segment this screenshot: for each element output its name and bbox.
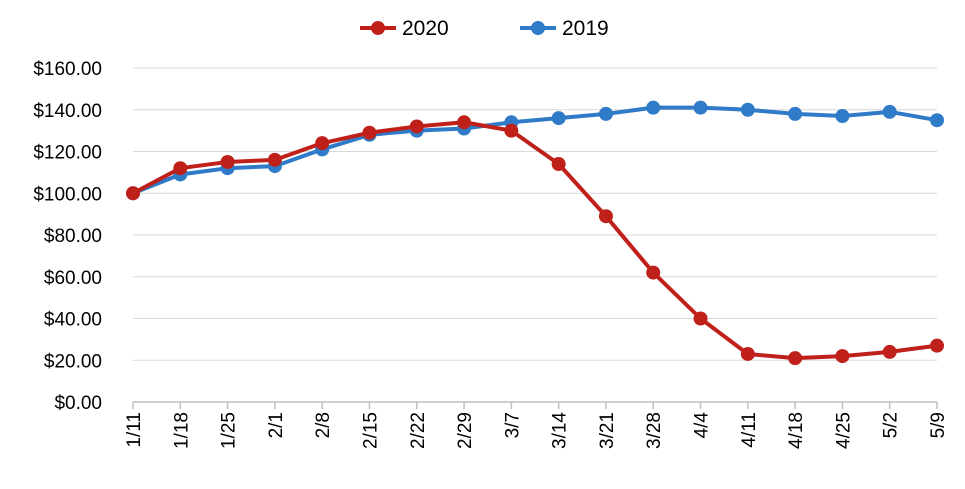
x-tick-label: 3/7: [502, 412, 523, 438]
data-point-2020: [646, 265, 661, 280]
y-tick-label: $20.00: [44, 351, 102, 372]
x-tick-label: 4/18: [786, 412, 807, 449]
data-point-2020: [930, 338, 944, 353]
data-point-2019: [788, 106, 803, 121]
x-tick-label: 1/11: [124, 412, 145, 448]
x-tick-label: 1/18: [171, 412, 192, 449]
data-point-2019: [882, 104, 897, 119]
data-point-2020: [882, 344, 897, 359]
x-tick-label: 5/2: [881, 412, 902, 438]
x-tick-label: 4/11: [739, 412, 760, 448]
series-2020: [126, 115, 944, 366]
series-2019: [126, 100, 944, 201]
x-tick-label: 1/25: [219, 412, 240, 449]
data-point-2020: [598, 209, 613, 224]
series-line-2019: [131, 105, 939, 196]
x-tick-label: 2/22: [408, 412, 429, 449]
legend-label: 2020: [402, 17, 449, 40]
series-lines: [126, 100, 944, 366]
data-point-2020: [362, 125, 377, 140]
gridlines: [133, 67, 937, 361]
x-tick-label: 5/9: [928, 412, 949, 438]
legend: 2020 2019: [360, 17, 609, 40]
legend-label: 2019: [562, 17, 609, 40]
data-point-2020: [788, 351, 803, 366]
y-tick-label: $40.00: [44, 310, 102, 331]
data-point-2020: [315, 136, 330, 151]
data-point-2019: [693, 100, 708, 115]
x-tick-label: 2/8: [313, 412, 334, 438]
data-point-2019: [646, 100, 661, 115]
data-point-2020: [126, 186, 140, 201]
y-tick-label: $80.00: [44, 226, 102, 247]
x-tick-label: 3/21: [597, 412, 618, 449]
data-point-2019: [551, 111, 566, 126]
y-tick-label: $160.00: [33, 59, 102, 80]
y-tick-label: $120.00: [33, 143, 102, 164]
legend-swatch-marker: [531, 21, 545, 35]
x-tick-label: 4/25: [833, 412, 854, 449]
data-point-2020: [835, 349, 850, 364]
x-axis-tick-labels: 1/11 1/18 1/25 2/1 2/8 2/15 2/22 2/29 3/7 3/14 3/2…: [124, 412, 949, 449]
data-point-2019: [835, 109, 850, 124]
data-point-2019: [740, 102, 755, 117]
data-point-2020: [551, 157, 566, 172]
data-point-2020: [693, 311, 708, 326]
y-tick-label: $100.00: [33, 184, 102, 205]
data-point-2020: [409, 119, 424, 134]
x-tick-label: 3/14: [550, 412, 571, 449]
legend-item-2019: 2019: [520, 17, 609, 40]
data-point-2020: [220, 154, 235, 169]
axes: [132, 401, 938, 409]
legend-item-2020: 2020: [360, 17, 449, 40]
data-point-2019: [930, 113, 944, 128]
y-tick-label: $140.00: [33, 101, 102, 122]
data-point-2020: [173, 161, 188, 176]
series-line-2020: [131, 120, 939, 361]
x-tick-label: 2/1: [266, 412, 287, 438]
x-tick-label: 3/28: [644, 412, 665, 449]
data-point-2020: [457, 115, 472, 130]
x-tick-label: 2/29: [455, 412, 476, 449]
x-tick-label: 2/15: [360, 412, 381, 449]
data-point-2019: [598, 106, 613, 121]
y-tick-label: $0.00: [54, 393, 102, 414]
data-point-2020: [504, 123, 519, 138]
y-tick-label: $60.00: [44, 268, 102, 289]
legend-swatch-marker: [371, 21, 385, 35]
y-axis-tick-labels: $0.00 $20.00 $40.00 $60.00 $80.00 $100.00 $120…: [33, 59, 102, 414]
data-point-2020: [267, 152, 282, 167]
x-tick-label: 4/4: [692, 412, 713, 439]
data-point-2020: [740, 346, 755, 361]
